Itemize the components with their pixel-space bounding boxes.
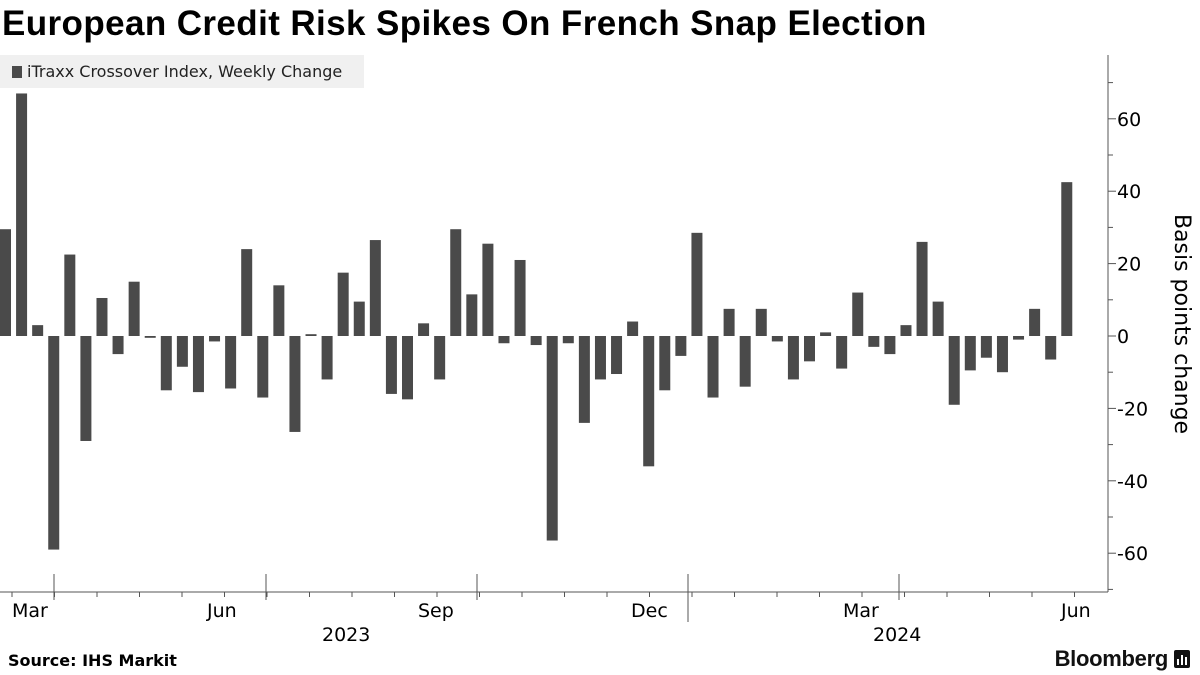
x-tick-label: Dec	[631, 600, 668, 622]
bar	[546, 336, 558, 541]
bar	[305, 334, 317, 336]
bar	[723, 308, 735, 336]
bar	[144, 336, 156, 338]
legend-label: iTraxx Crossover Index, Weekly Change	[27, 62, 343, 81]
bar	[771, 336, 783, 342]
bar	[482, 243, 494, 336]
bar	[209, 336, 221, 342]
bar	[450, 229, 462, 336]
bar	[321, 336, 333, 380]
bar	[868, 336, 880, 347]
bar	[562, 336, 574, 344]
bar	[498, 336, 510, 344]
bar	[16, 93, 28, 337]
bar	[32, 325, 44, 336]
y-tick-label: 60	[1117, 109, 1141, 131]
y-tick-label: 0	[1117, 326, 1129, 348]
x-tick-label: Mar	[12, 600, 48, 622]
bar	[241, 249, 253, 336]
x-tick-label: Jun	[1060, 600, 1091, 622]
bar	[128, 281, 140, 336]
bar	[884, 336, 896, 355]
bar	[932, 301, 944, 336]
bar	[964, 336, 976, 371]
bar	[643, 336, 655, 467]
x-tick-label: Mar	[843, 600, 879, 622]
bar	[611, 336, 623, 375]
bar	[225, 336, 237, 389]
bar	[514, 259, 526, 336]
legend-swatch	[12, 65, 22, 78]
bar	[852, 292, 864, 336]
bar	[385, 336, 397, 394]
y-tick-label: -60	[1117, 543, 1148, 565]
bar	[530, 336, 542, 346]
bar	[466, 294, 478, 336]
bar	[755, 308, 767, 336]
bar	[675, 336, 687, 356]
bar	[0, 229, 11, 336]
bar	[820, 332, 832, 336]
bar	[787, 336, 799, 380]
bar	[627, 321, 639, 336]
bar	[594, 336, 606, 380]
bar	[1013, 336, 1025, 340]
y-tick-label: 20	[1117, 254, 1141, 276]
y-axis-label: Basis points change	[1169, 214, 1194, 434]
bar	[916, 241, 928, 336]
bar	[900, 325, 912, 336]
bar	[707, 336, 719, 398]
source-note: Source: IHS Markit	[8, 651, 177, 670]
bar	[160, 336, 172, 391]
bar	[980, 336, 992, 358]
bar	[739, 336, 751, 387]
bar	[64, 254, 76, 336]
bar	[434, 336, 446, 380]
bar	[691, 232, 703, 336]
bar	[273, 285, 285, 336]
bar	[836, 336, 848, 369]
bar	[804, 336, 815, 362]
bar	[578, 336, 590, 423]
bar	[1029, 308, 1041, 336]
bloomberg-mark-icon	[1174, 650, 1190, 668]
year-label: 2023	[322, 624, 370, 646]
axes-group: -60 -40 -20 0 20 40 60 Basis points change Mar Ju…	[0, 55, 1194, 646]
bar	[418, 323, 430, 336]
bar	[1061, 182, 1073, 336]
bar	[1045, 336, 1057, 360]
y-tick-label: -40	[1117, 471, 1148, 493]
bar	[289, 336, 301, 432]
bar	[369, 240, 381, 336]
brand-logo: Bloomberg	[1055, 646, 1190, 672]
bar	[257, 336, 269, 398]
year-label: 2024	[873, 624, 921, 646]
bar	[112, 336, 124, 355]
bar	[996, 336, 1008, 373]
brand-text: Bloomberg	[1054, 646, 1169, 671]
bar	[337, 272, 349, 336]
bar	[948, 336, 960, 405]
x-tick-label: Jun	[206, 600, 237, 622]
bar	[402, 336, 413, 400]
bar	[48, 336, 60, 550]
bar	[659, 336, 671, 391]
chart-title: European Credit Risk Spikes On French Sn…	[2, 4, 927, 43]
bar	[96, 297, 108, 336]
legend: iTraxx Crossover Index, Weekly Change	[0, 55, 364, 88]
bar	[80, 336, 92, 441]
bars-group	[0, 93, 1073, 550]
y-tick-label: -20	[1117, 398, 1148, 420]
y-tick-label: 40	[1117, 181, 1141, 203]
bar	[176, 336, 188, 367]
bar	[353, 301, 365, 336]
x-tick-label: Sep	[418, 600, 454, 622]
bar	[192, 336, 204, 393]
